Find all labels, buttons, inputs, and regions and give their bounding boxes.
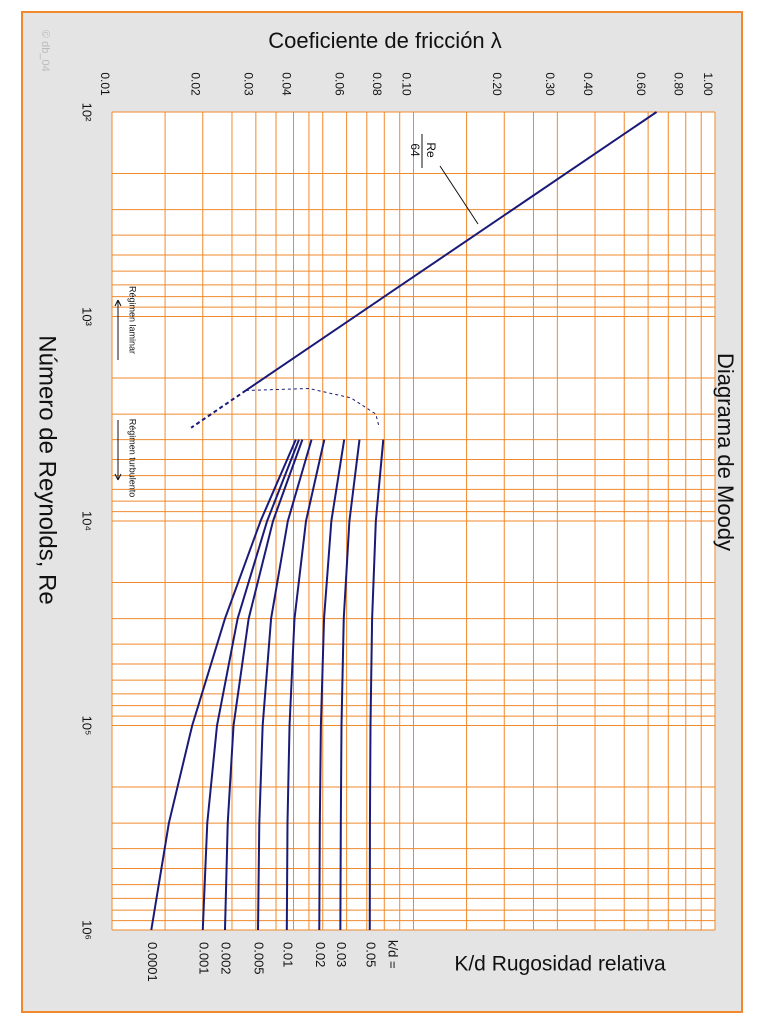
roughness-label: 0.001 <box>196 942 211 975</box>
friction-tick-label: 0.04 <box>279 72 293 96</box>
laminar-arrow <box>114 299 122 360</box>
marks <box>150 111 658 931</box>
friction-tick-label: 0.08 <box>370 72 384 96</box>
reynolds-tick-label: 10³ <box>80 307 95 326</box>
reynolds-tick-label: 10⁵ <box>80 716 95 736</box>
annotation-leader <box>439 165 479 225</box>
laminar-line <box>245 111 658 392</box>
roughness-label: 0.03 <box>334 942 349 967</box>
annotation-denominator: Re <box>424 142 438 158</box>
reynolds-tick-label: 10⁴ <box>80 511 95 531</box>
friction-tick-label: 0.01 <box>98 72 112 96</box>
friction-tick-label: 0.06 <box>332 72 346 96</box>
roughness-label: 0.002 <box>219 942 234 975</box>
friction-tick-label: 0.30 <box>543 72 557 96</box>
annotation-numerator: 64 <box>408 143 422 157</box>
roughness-title: K/d Rugosidad relativa <box>454 953 666 976</box>
friction-axis-title: Coeficiente de fricción λ <box>268 28 502 53</box>
roughness-label: 0.005 <box>252 942 267 975</box>
roughness-label: 0.02 <box>313 942 328 967</box>
roughness-curve <box>223 439 304 931</box>
chart-title: Diagrama de Moody <box>713 353 738 551</box>
roughness-curve <box>339 439 361 931</box>
watermark: © db_04 <box>39 30 51 72</box>
friction-tick-label: 1.00 <box>701 72 715 96</box>
laminar-label: Régimen laminar <box>128 286 138 354</box>
roughness-label: 0.01 <box>280 942 295 967</box>
friction-tick-label: 0.02 <box>189 72 203 96</box>
roughness-prefix: k/d = <box>386 940 401 969</box>
friction-tick-label: 0.20 <box>490 72 504 96</box>
friction-tick-label: 0.60 <box>634 72 648 96</box>
grid <box>111 111 716 931</box>
roughness-curve <box>318 439 346 931</box>
roughness-curve <box>150 439 297 931</box>
turbulent-label: Régimen turbulento <box>128 419 138 498</box>
roughness-curve <box>368 439 385 931</box>
roughness-curve <box>257 439 313 931</box>
friction-tick-label: 0.03 <box>242 72 256 96</box>
friction-tick-label: 0.40 <box>581 72 595 96</box>
friction-tick-label: 0.80 <box>672 72 686 96</box>
reynolds-tick-label: 10⁶ <box>80 920 95 940</box>
roughness-curve <box>285 439 326 931</box>
reynolds-tick-label: 10² <box>80 103 95 122</box>
roughness-curve <box>201 439 300 931</box>
roughness-label: 0.0001 <box>145 942 160 982</box>
roughness-label: 0.05 <box>363 942 378 967</box>
friction-tick-label: 0.10 <box>399 72 413 96</box>
transition-line <box>245 388 380 428</box>
turbulent-arrow <box>114 420 122 481</box>
reynolds-axis-title: Número de Reynolds, Re <box>34 335 61 604</box>
